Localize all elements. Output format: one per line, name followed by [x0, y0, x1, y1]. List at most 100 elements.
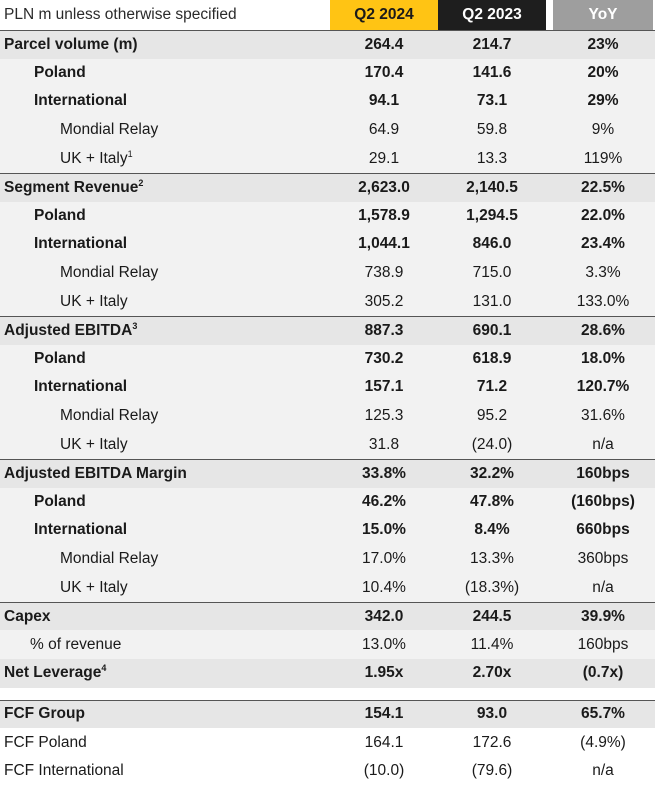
table-row: Mondial Relay 64.9 59.8 9%: [0, 115, 655, 145]
row-label: Mondial Relay: [60, 549, 159, 567]
row-label: International: [34, 92, 128, 110]
header-label: PLN m unless otherwise specified: [4, 6, 237, 23]
row-q2-2023: 71.2: [476, 378, 508, 396]
row-label: UK + Italy: [60, 578, 128, 596]
row-label: Mondial Relay: [60, 121, 159, 139]
row-label: Segment Revenue2: [4, 177, 144, 196]
spacer: [0, 687, 655, 700]
row-label: International: [34, 521, 128, 539]
row-label: UK + Italy1: [60, 148, 133, 167]
row-label: Adjusted EBITDA3: [4, 320, 138, 339]
row-q2-2024: 15.0%: [362, 521, 406, 539]
table-row: Net Leverage4 1.95x 2.70x (0.7x): [0, 659, 655, 688]
header-q2-2023: Q2 2023: [438, 0, 546, 30]
row-q2-2024: 33.8%: [362, 464, 406, 482]
row-q2-2024: 125.3: [364, 407, 404, 425]
row-label: Poland: [34, 492, 86, 510]
row-q2-2024: 17.0%: [362, 549, 406, 567]
row-q2-2023: 690.1: [472, 321, 512, 339]
row-q2-2023: 59.8: [476, 121, 508, 139]
row-q2-2023: 1,294.5: [466, 206, 518, 224]
row-q2-2024: 170.4: [364, 63, 404, 81]
row-yoy: 31.6%: [581, 407, 625, 425]
row-q2-2023: 172.6: [472, 733, 512, 751]
row-q2-2023: 846.0: [472, 235, 512, 253]
row-q2-2023: (24.0): [471, 435, 513, 453]
row-label: FCF Group: [4, 705, 85, 723]
row-yoy: 3.3%: [585, 264, 621, 282]
row-label: Net Leverage4: [4, 663, 107, 682]
table-row: Parcel volume (m) 264.4 214.7 23%: [0, 30, 655, 59]
row-label: UK + Italy: [60, 292, 128, 310]
row-q2-2023: (18.3%): [464, 578, 520, 596]
row-yoy: 119%: [583, 149, 623, 167]
row-label: International: [34, 378, 128, 396]
row-q2-2024: 94.1: [368, 92, 400, 110]
row-yoy: 360bps: [577, 549, 629, 567]
row-q2-2023: 11.4%: [470, 635, 514, 653]
row-q2-2024: 154.1: [364, 705, 404, 723]
row-q2-2024: 305.2: [364, 292, 404, 310]
row-q2-2024: 2,623.0: [358, 178, 410, 196]
row-yoy: 29%: [587, 92, 619, 110]
row-yoy: n/a: [592, 578, 614, 596]
table-row: UK + Italy 305.2 131.0 133.0%: [0, 287, 655, 316]
row-q2-2023: 13.3: [476, 149, 508, 167]
row-yoy: 23%: [587, 35, 619, 53]
table-row: FCF International (10.0) (79.6) n/a: [0, 756, 655, 786]
row-yoy: 28.6%: [581, 321, 625, 339]
table-row: FCF Poland 164.1 172.6 (4.9%): [0, 728, 655, 757]
row-q2-2024: 10.4%: [362, 578, 406, 596]
row-label: Parcel volume (m): [4, 35, 138, 53]
table-row: Poland 170.4 141.6 20%: [0, 58, 655, 88]
table-row: Adjusted EBITDA3 887.3 690.1 28.6%: [0, 315, 655, 345]
row-q2-2023: 244.5: [472, 607, 512, 625]
row-q2-2024: 29.1: [368, 149, 400, 167]
row-q2-2024: 342.0: [364, 607, 404, 625]
table-row: Poland 730.2 618.9 18.0%: [0, 344, 655, 374]
footnote-marker: 4: [101, 663, 107, 674]
row-q2-2024: 1.95x: [364, 664, 404, 682]
row-q2-2024: 31.8: [368, 435, 400, 453]
table-row: FCF Group 154.1 93.0 65.7%: [0, 699, 655, 729]
row-yoy: 39.9%: [581, 607, 625, 625]
row-yoy: 18.0%: [581, 349, 625, 367]
table-row: International 15.0% 8.4% 660bps: [0, 516, 655, 545]
row-q2-2023: 13.3%: [470, 549, 514, 567]
row-q2-2023: 47.8%: [470, 492, 514, 510]
row-q2-2024: 1,044.1: [358, 235, 410, 253]
footnote-marker: 1: [127, 148, 133, 159]
row-label: International: [34, 235, 128, 253]
row-yoy: (4.9%): [580, 733, 626, 751]
table-row: International 1,044.1 846.0 23.4%: [0, 230, 655, 259]
row-q2-2024: 738.9: [364, 264, 404, 282]
row-yoy: 22.5%: [581, 178, 625, 196]
table-row: % of revenue 13.0% 11.4% 160bps: [0, 630, 655, 660]
row-q2-2023: 141.6: [472, 63, 512, 81]
row-yoy: n/a: [592, 762, 614, 780]
table-row: Mondial Relay 738.9 715.0 3.3%: [0, 258, 655, 288]
row-q2-2023: 93.0: [476, 705, 508, 723]
row-yoy: 660bps: [576, 521, 630, 539]
row-label: Poland: [34, 349, 86, 367]
header-q2-2024: Q2 2024: [330, 0, 438, 30]
row-label: Mondial Relay: [60, 264, 159, 282]
row-yoy: 65.7%: [581, 705, 625, 723]
row-yoy: 9%: [591, 121, 615, 139]
row-label: Mondial Relay: [60, 407, 159, 425]
table-row: International 94.1 73.1 29%: [0, 87, 655, 116]
table-row: UK + Italy 10.4% (18.3%) n/a: [0, 573, 655, 602]
row-q2-2023: 618.9: [472, 349, 512, 367]
row-q2-2024: 157.1: [364, 378, 404, 396]
table-row: International 157.1 71.2 120.7%: [0, 373, 655, 402]
table-row: Adjusted EBITDA Margin 33.8% 32.2% 160bp…: [0, 458, 655, 488]
row-label: Adjusted EBITDA Margin: [4, 464, 187, 482]
row-label: Poland: [34, 63, 86, 81]
row-yoy: 23.4%: [581, 235, 625, 253]
footnote-marker: 3: [132, 320, 138, 331]
row-q2-2023: 8.4%: [474, 521, 510, 539]
row-label: UK + Italy: [60, 435, 128, 453]
row-q2-2024: 64.9: [368, 121, 400, 139]
row-q2-2023: 2,140.5: [466, 178, 518, 196]
